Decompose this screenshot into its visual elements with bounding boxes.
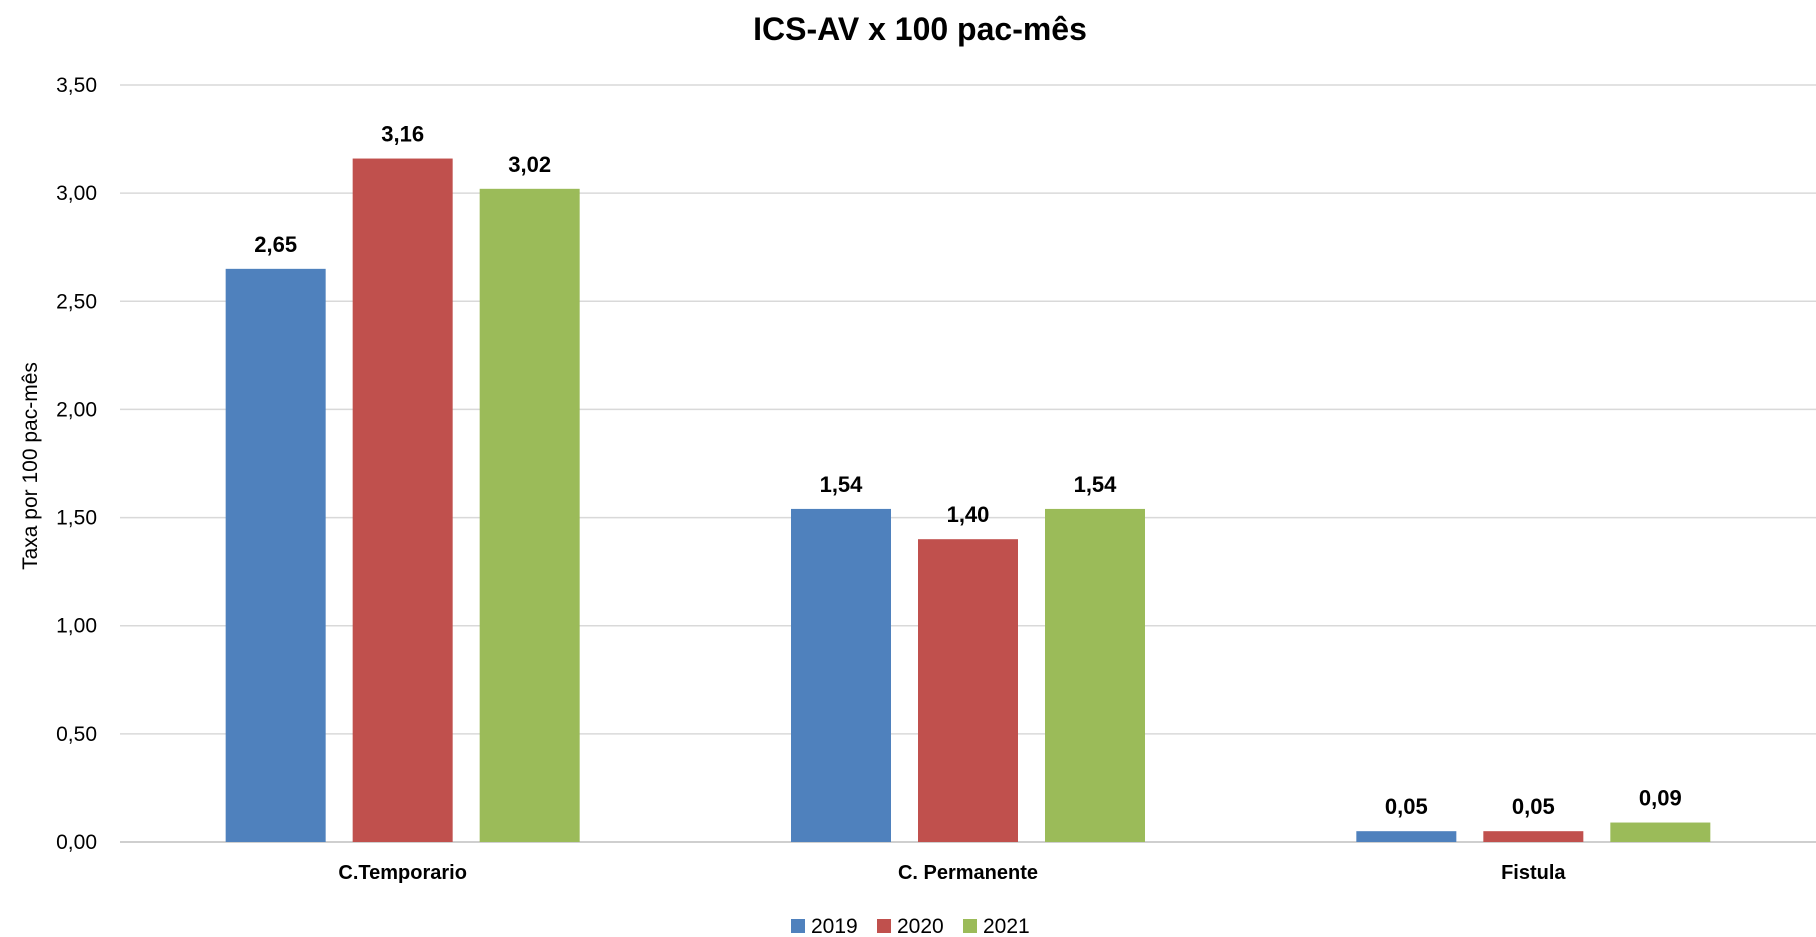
- legend-label-2020: 2020: [897, 915, 944, 937]
- data-label-2020-2: 0,05: [1512, 794, 1555, 819]
- category-label: Fistula: [1501, 862, 1566, 884]
- y-axis-ticks: 0,00 0,50 1,00 1,50 2,00 2,50 3,00 3,50: [56, 74, 97, 854]
- y-tick-label: 3,50: [56, 74, 97, 97]
- y-tick-label: 2,00: [56, 398, 97, 421]
- bar-2020-0: [352, 158, 453, 843]
- bar-2021-0: [479, 188, 580, 842]
- y-tick-label: 3,00: [56, 182, 97, 205]
- bar-2019-2: [1356, 831, 1457, 842]
- data-label-2021-2: 0,09: [1639, 786, 1682, 811]
- data-label-2019-0: 2,65: [254, 232, 297, 257]
- legend-label-2021: 2021: [983, 915, 1030, 937]
- data-label-2019-2: 0,05: [1385, 794, 1428, 819]
- bar-2020-1: [918, 539, 1018, 842]
- chart-title: ICS-AV x 100 pac-mês: [753, 11, 1087, 47]
- legend: 2019 2020 2021: [791, 915, 1030, 937]
- legend-swatch-2021: [963, 919, 977, 933]
- y-tick-label: 2,50: [56, 290, 97, 313]
- category-label: C.Temporario: [338, 862, 467, 884]
- bar-2021-2: [1610, 822, 1711, 842]
- y-axis-label: Taxa por 100 pac-mês: [19, 362, 42, 570]
- y-tick-label: 0,50: [56, 723, 97, 746]
- bars: [225, 158, 1711, 843]
- category-label: C. Permanente: [898, 862, 1038, 884]
- y-tick-label: 0,00: [56, 831, 97, 854]
- data-label-2021-1: 1,54: [1074, 472, 1118, 497]
- data-label-2021-0: 3,02: [508, 152, 551, 177]
- legend-swatch-2019: [791, 919, 805, 933]
- y-tick-label: 1,50: [56, 507, 97, 530]
- bar-2019-0: [225, 268, 326, 842]
- data-label-2020-0: 3,16: [381, 122, 424, 147]
- legend-swatch-2020: [877, 919, 891, 933]
- y-tick-label: 1,00: [56, 615, 97, 638]
- bar-2021-1: [1045, 508, 1145, 842]
- data-label-2019-1: 1,54: [820, 472, 864, 497]
- bar-2020-2: [1483, 831, 1584, 842]
- data-labels: 2,65 3,16 3,02 1,54 1,40 1,54 0,05 0,05 0,09: [254, 122, 1681, 820]
- data-label-2020-1: 1,40: [947, 502, 990, 527]
- x-axis-categories: C.Temporario C. Permanente Fistula: [338, 862, 1566, 884]
- bar-2019-1: [791, 508, 891, 842]
- legend-label-2019: 2019: [811, 915, 858, 937]
